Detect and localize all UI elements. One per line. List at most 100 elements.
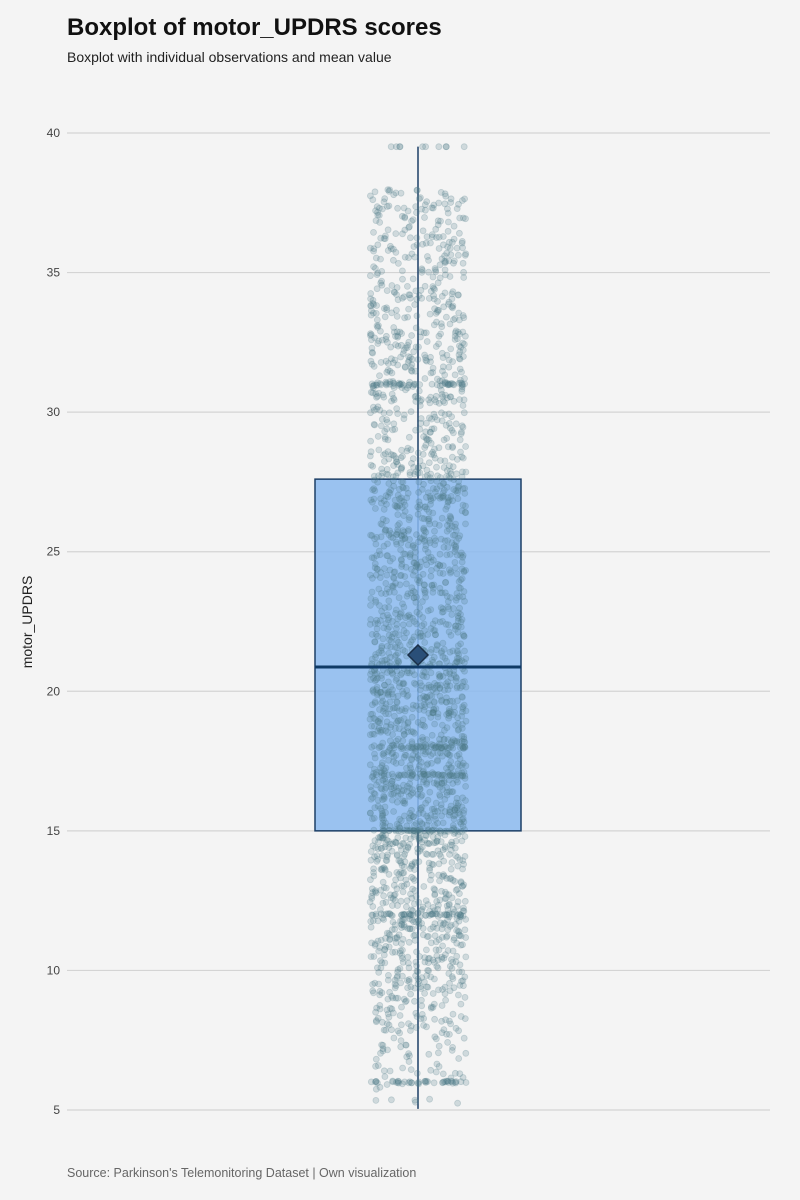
observation-point xyxy=(425,1050,433,1058)
observation-point xyxy=(382,590,390,597)
observation-point xyxy=(438,779,446,787)
observation-point xyxy=(393,798,401,806)
observation-point xyxy=(453,794,461,802)
observation-point xyxy=(383,552,391,559)
observation-point xyxy=(429,923,437,931)
observation-point xyxy=(380,793,388,801)
observation-point xyxy=(371,837,379,844)
observation-point xyxy=(411,618,418,625)
observation-point xyxy=(393,405,401,413)
observation-point xyxy=(377,234,385,242)
observation-point xyxy=(370,301,378,308)
observation-point xyxy=(441,200,449,208)
observation-point xyxy=(416,834,424,842)
observation-point xyxy=(445,419,453,427)
observation-point xyxy=(456,744,464,752)
observation-point xyxy=(374,838,382,846)
observation-point xyxy=(454,291,462,299)
observation-point xyxy=(435,936,443,943)
observation-point xyxy=(378,727,386,734)
observation-point xyxy=(391,896,399,904)
observation-point xyxy=(412,468,420,476)
observation-point xyxy=(375,980,383,988)
observation-point xyxy=(376,406,384,414)
observation-point xyxy=(377,689,385,696)
observation-point xyxy=(417,286,425,294)
observation-point xyxy=(441,257,449,265)
observation-point xyxy=(430,451,438,459)
observation-point xyxy=(415,538,422,546)
observation-point xyxy=(383,425,391,433)
observation-point xyxy=(401,797,409,805)
observation-point xyxy=(386,659,394,666)
observation-point xyxy=(367,616,375,623)
observation-point xyxy=(442,1016,450,1024)
observation-point xyxy=(384,748,392,756)
observation-point xyxy=(457,879,465,887)
observation-point xyxy=(371,638,379,645)
observation-point xyxy=(443,932,451,940)
observation-point xyxy=(412,287,420,295)
observation-point xyxy=(370,362,378,370)
y-tick-label-40: 40 xyxy=(47,126,61,140)
observation-point xyxy=(458,803,466,811)
observation-point xyxy=(439,873,446,880)
observation-point xyxy=(421,444,429,452)
observation-point xyxy=(422,441,430,449)
observation-point xyxy=(379,739,387,747)
observation-point xyxy=(395,784,402,792)
observation-point xyxy=(451,332,459,340)
observation-point xyxy=(369,889,377,896)
observation-point xyxy=(374,717,382,725)
observation-point xyxy=(369,389,377,397)
observation-point xyxy=(378,277,386,285)
observation-point xyxy=(420,480,427,488)
observation-point xyxy=(412,893,420,900)
observation-point xyxy=(397,790,405,798)
observation-point xyxy=(416,397,424,405)
observation-point xyxy=(389,741,397,749)
observation-point xyxy=(428,204,436,212)
observation-point xyxy=(396,610,404,618)
observation-point xyxy=(411,589,419,596)
observation-point xyxy=(434,901,442,909)
observation-point xyxy=(445,566,453,574)
observation-point xyxy=(451,708,459,716)
observation-point xyxy=(373,405,380,413)
observation-point xyxy=(406,471,414,479)
observation-point xyxy=(382,580,390,587)
observation-point xyxy=(402,834,410,842)
observation-point xyxy=(383,287,391,295)
observation-point xyxy=(427,369,435,377)
observation-point xyxy=(403,977,411,984)
observation-point xyxy=(381,604,389,611)
observation-point xyxy=(427,470,435,478)
observation-point xyxy=(375,969,383,976)
observation-point xyxy=(423,673,431,681)
observation-point xyxy=(394,968,402,976)
observation-point xyxy=(374,208,381,216)
observation-point xyxy=(421,703,429,711)
observation-point xyxy=(420,329,428,337)
observation-point xyxy=(424,901,432,908)
observation-point xyxy=(408,367,416,375)
observation-point xyxy=(414,449,422,457)
observation-point xyxy=(447,470,455,478)
observation-point xyxy=(420,721,427,729)
observation-point xyxy=(455,379,463,387)
observation-point xyxy=(413,561,421,569)
observation-point xyxy=(432,946,440,954)
observation-point xyxy=(429,204,437,212)
observation-point xyxy=(462,762,470,770)
observation-point xyxy=(418,514,426,522)
observation-point xyxy=(402,903,410,911)
observation-point xyxy=(439,653,447,660)
observation-point xyxy=(458,837,466,845)
observation-point xyxy=(411,937,419,944)
observation-point xyxy=(436,850,444,858)
observation-point xyxy=(397,189,405,197)
observation-point xyxy=(375,446,383,454)
observation-point xyxy=(428,233,436,241)
observation-point xyxy=(367,388,375,396)
observation-point xyxy=(404,718,412,726)
